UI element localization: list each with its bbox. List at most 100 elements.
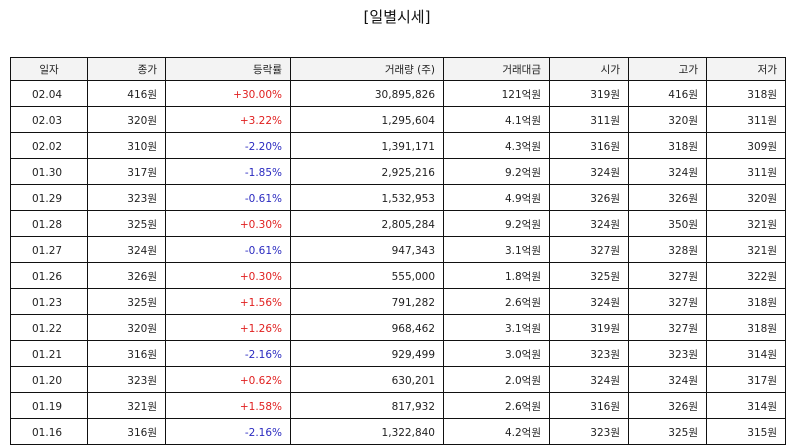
cell-volume: 2,805,284 — [290, 210, 444, 237]
cell-close: 325원 — [87, 210, 166, 237]
cell-volume: 947,343 — [290, 236, 444, 263]
cell-open: 324원 — [549, 210, 629, 237]
cell-low: 311원 — [706, 106, 786, 133]
cell-volume: 2,925,216 — [290, 158, 444, 185]
cell-volume: 30,895,826 — [290, 80, 444, 107]
cell-open: 324원 — [549, 288, 629, 315]
table-row: 01.20 323원 +0.62% 630,201 2.0억원 324원 324원 317원 — [10, 366, 786, 393]
cell-low: 321원 — [706, 210, 786, 237]
cell-high: 325원 — [628, 418, 707, 445]
cell-amount: 2.6억원 — [443, 288, 550, 315]
cell-amount: 9.2억원 — [443, 158, 550, 185]
cell-amount: 3.1억원 — [443, 314, 550, 341]
cell-close: 323원 — [87, 366, 166, 393]
cell-high: 318원 — [628, 132, 707, 159]
cell-change: -0.61% — [165, 236, 291, 263]
cell-date: 02.04 — [10, 80, 88, 107]
cell-high: 328원 — [628, 236, 707, 263]
cell-high: 326원 — [628, 392, 707, 419]
cell-date: 01.27 — [10, 236, 88, 263]
cell-close: 310원 — [87, 132, 166, 159]
table-row: 01.26 326원 +0.30% 555,000 1.8억원 325원 327원 322원 — [10, 262, 786, 289]
cell-change: -2.20% — [165, 132, 291, 159]
cell-volume: 630,201 — [290, 366, 444, 393]
cell-date: 01.21 — [10, 340, 88, 367]
table-row: 01.21 316원 -2.16% 929,499 3.0억원 323원 323원 314원 — [10, 340, 786, 367]
table-row: 01.30 317원 -1.85% 2,925,216 9.2억원 324원 324원 311… — [10, 158, 786, 185]
cell-close: 320원 — [87, 106, 166, 133]
daily-price-table: 일자 종가 등락률 거래량 (주) 거래대금 시가 고가 저가 02.04 416… — [10, 57, 786, 445]
cell-close: 316원 — [87, 340, 166, 367]
cell-date: 01.29 — [10, 184, 88, 211]
cell-volume: 555,000 — [290, 262, 444, 289]
table-row: 01.22 320원 +1.26% 968,462 3.1억원 319원 327원 318원 — [10, 314, 786, 341]
cell-open: 319원 — [549, 80, 629, 107]
cell-volume: 1,532,953 — [290, 184, 444, 211]
cell-high: 326원 — [628, 184, 707, 211]
cell-change: +30.00% — [165, 80, 291, 107]
cell-change: +1.58% — [165, 392, 291, 419]
cell-low: 321원 — [706, 236, 786, 263]
cell-volume: 817,932 — [290, 392, 444, 419]
cell-change: -1.85% — [165, 158, 291, 185]
cell-high: 324원 — [628, 158, 707, 185]
cell-amount: 2.0억원 — [443, 366, 550, 393]
cell-date: 01.28 — [10, 210, 88, 237]
header-change: 등락률 — [165, 57, 291, 81]
cell-change: -0.61% — [165, 184, 291, 211]
cell-open: 325원 — [549, 262, 629, 289]
cell-date: 02.02 — [10, 132, 88, 159]
header-amount: 거래대금 — [443, 57, 550, 81]
cell-date: 01.30 — [10, 158, 88, 185]
cell-open: 324원 — [549, 366, 629, 393]
cell-low: 320원 — [706, 184, 786, 211]
cell-low: 315원 — [706, 418, 786, 445]
cell-close: 416원 — [87, 80, 166, 107]
cell-amount: 9.2억원 — [443, 210, 550, 237]
cell-high: 324원 — [628, 366, 707, 393]
table-row: 02.03 320원 +3.22% 1,295,604 4.1억원 311원 320원 311… — [10, 106, 786, 133]
cell-low: 318원 — [706, 80, 786, 107]
cell-open: 327원 — [549, 236, 629, 263]
cell-amount: 2.6억원 — [443, 392, 550, 419]
page-title: [일별시세] — [363, 8, 431, 26]
cell-date: 01.16 — [10, 418, 88, 445]
cell-volume: 1,391,171 — [290, 132, 444, 159]
cell-low: 311원 — [706, 158, 786, 185]
cell-volume: 791,282 — [290, 288, 444, 315]
table-row: 01.29 323원 -0.61% 1,532,953 4.9억원 326원 326원 320… — [10, 184, 786, 211]
cell-volume: 968,462 — [290, 314, 444, 341]
cell-low: 314원 — [706, 340, 786, 367]
cell-open: 323원 — [549, 340, 629, 367]
header-date: 일자 — [10, 57, 88, 81]
cell-change: +0.30% — [165, 210, 291, 237]
cell-change: +1.26% — [165, 314, 291, 341]
cell-open: 324원 — [549, 158, 629, 185]
header-volume: 거래량 (주) — [290, 57, 444, 81]
cell-high: 327원 — [628, 262, 707, 289]
cell-low: 322원 — [706, 262, 786, 289]
cell-amount: 4.2억원 — [443, 418, 550, 445]
table-row: 02.02 310원 -2.20% 1,391,171 4.3억원 316원 318원 309… — [10, 132, 786, 159]
cell-date: 02.03 — [10, 106, 88, 133]
cell-close: 324원 — [87, 236, 166, 263]
cell-amount: 4.1억원 — [443, 106, 550, 133]
cell-volume: 1,295,604 — [290, 106, 444, 133]
cell-high: 416원 — [628, 80, 707, 107]
cell-open: 316원 — [549, 392, 629, 419]
table-row: 01.23 325원 +1.56% 791,282 2.6억원 324원 327원 318원 — [10, 288, 786, 315]
cell-date: 01.26 — [10, 262, 88, 289]
cell-amount: 1.8억원 — [443, 262, 550, 289]
header-low: 저가 — [706, 57, 786, 81]
cell-change: -2.16% — [165, 418, 291, 445]
cell-close: 316원 — [87, 418, 166, 445]
cell-open: 326원 — [549, 184, 629, 211]
cell-date: 01.22 — [10, 314, 88, 341]
cell-date: 01.19 — [10, 392, 88, 419]
cell-amount: 121억원 — [443, 80, 550, 107]
table-row: 01.19 321원 +1.58% 817,932 2.6억원 316원 326원 314원 — [10, 392, 786, 419]
cell-high: 327원 — [628, 314, 707, 341]
cell-high: 320원 — [628, 106, 707, 133]
cell-amount: 4.3억원 — [443, 132, 550, 159]
cell-high: 327원 — [628, 288, 707, 315]
